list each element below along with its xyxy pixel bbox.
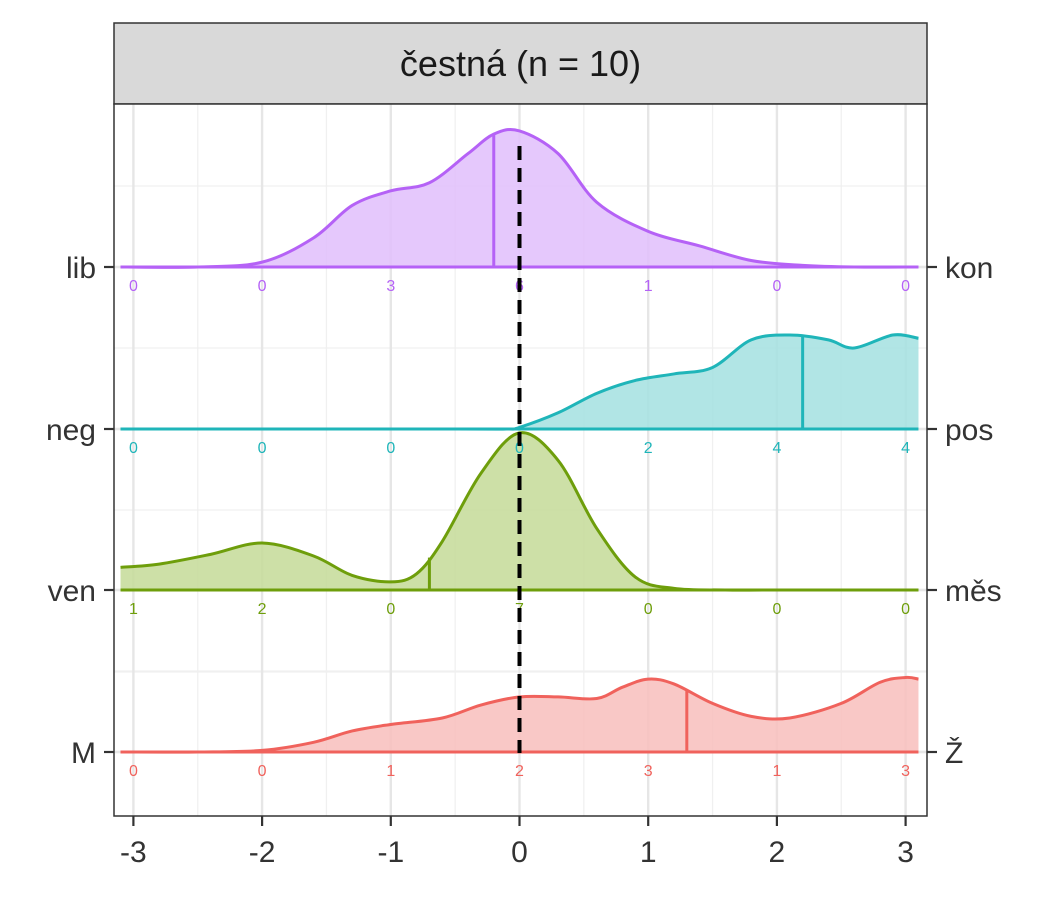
ridge-fill-M [120, 677, 919, 753]
count-label: 0 [515, 440, 524, 457]
y-label-right: Ž [945, 737, 963, 770]
y-label-left: lib [66, 252, 96, 285]
count-label: 0 [772, 278, 781, 295]
ridge-fill-neg [120, 334, 919, 430]
y-label-left: ven [48, 575, 96, 608]
count-label: 3 [386, 278, 395, 295]
y-label-right: měs [945, 575, 1002, 608]
ridge-line-lib [120, 128, 919, 269]
x-axis: -3 -2 -1 0 1 2 3 [120, 816, 914, 869]
count-label: 0 [258, 440, 267, 457]
x-tick-label: -2 [249, 836, 276, 869]
y-label-left: M [71, 737, 96, 770]
count-label: 1 [129, 601, 138, 618]
count-label: 1 [386, 763, 395, 780]
count-label: 3 [901, 763, 910, 780]
count-label: 2 [258, 601, 267, 618]
count-label: 0 [129, 440, 138, 457]
x-tick-label: 1 [640, 836, 657, 869]
y-label-right: kon [945, 252, 993, 285]
count-label: 1 [644, 278, 653, 295]
facet-title: čestná (n = 10) [400, 43, 641, 84]
count-label: 0 [386, 601, 395, 618]
x-tick-label: 3 [897, 836, 914, 869]
ridge-line-ven [120, 431, 919, 592]
count-label: 0 [129, 278, 138, 295]
y-label-right: pos [945, 414, 993, 447]
count-label: 3 [644, 763, 653, 780]
count-label: 2 [644, 440, 653, 457]
y-label-left: neg [46, 414, 96, 447]
count-label: 0 [644, 601, 653, 618]
x-tick-label: 0 [511, 836, 528, 869]
count-label: 4 [772, 440, 781, 457]
ridge-line-neg [120, 333, 919, 431]
ridge-line-M [120, 675, 919, 754]
count-label: 1 [772, 763, 781, 780]
count-label: 0 [772, 601, 781, 618]
count-label: 4 [901, 440, 910, 457]
x-tick-label: -3 [120, 836, 147, 869]
count-label: 0 [129, 763, 138, 780]
count-label: 2 [515, 763, 524, 780]
count-label: 0 [258, 763, 267, 780]
x-tick-label: -1 [377, 836, 404, 869]
count-label: 0 [901, 278, 910, 295]
count-labels: 0012313120700000002440036100 [129, 278, 910, 780]
x-tick-label: 2 [769, 836, 786, 869]
facet-strip [113, 22, 928, 105]
count-label: 0 [258, 278, 267, 295]
count-label: 0 [901, 601, 910, 618]
count-label: 0 [386, 440, 395, 457]
